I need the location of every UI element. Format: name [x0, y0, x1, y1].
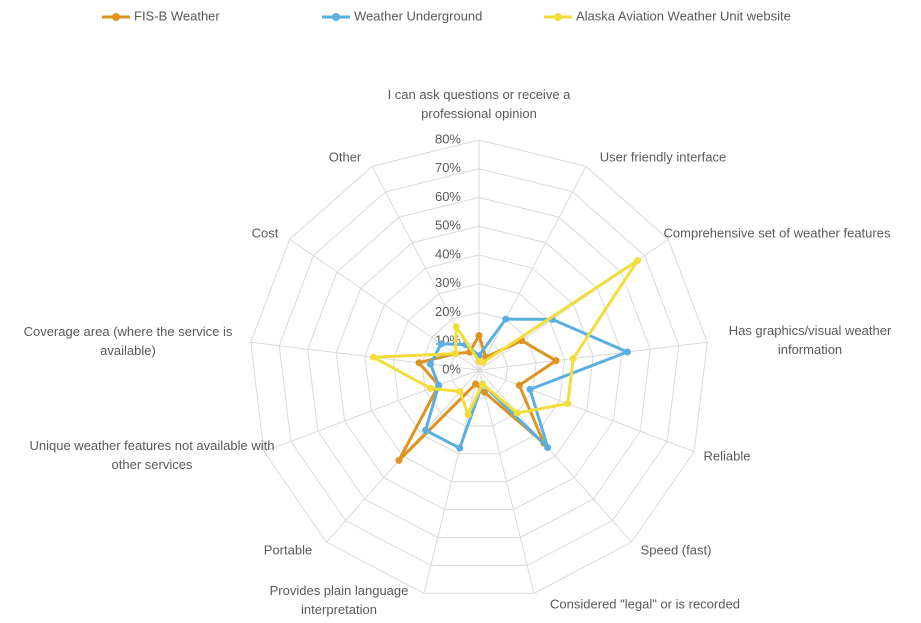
data-point	[464, 411, 472, 419]
data-point	[456, 444, 464, 452]
data-point	[481, 388, 489, 396]
category-label: Comprehensive set of weather features	[663, 225, 891, 241]
data-point	[427, 384, 435, 392]
data-point	[451, 350, 459, 358]
legend-label: Weather Underground	[354, 8, 482, 23]
category-label: Unique weather features not available wi…	[29, 438, 275, 472]
data-point	[456, 388, 464, 396]
data-point	[479, 358, 487, 366]
data-point	[544, 443, 552, 451]
data-point	[422, 426, 430, 434]
legend-label: Alaska Aviation Weather Unit website	[576, 8, 791, 23]
tick-label: 20%	[435, 304, 461, 319]
tick-label: 0%	[442, 361, 461, 376]
tick-label: 30%	[435, 275, 461, 290]
grid-ring	[278, 168, 680, 566]
spoke	[263, 369, 480, 453]
data-point	[475, 332, 483, 339]
category-label: Cost	[251, 225, 279, 241]
data-point	[634, 257, 642, 265]
grid-ring	[364, 254, 594, 483]
grid-ring	[250, 139, 708, 594]
series-line	[371, 259, 640, 417]
spoke	[478, 369, 632, 543]
category-label: Other	[328, 149, 362, 165]
category-label: Provides plain language interpretation	[269, 583, 409, 617]
grid-ring	[421, 311, 537, 427]
category-label: Speed (fast)	[640, 542, 712, 558]
data-point	[552, 357, 560, 365]
tick-label: 80%	[435, 131, 461, 146]
data-point	[452, 323, 460, 331]
spoke	[478, 341, 708, 371]
category-label: Reliable	[703, 448, 751, 464]
data-point	[564, 400, 572, 408]
data-point	[478, 380, 486, 388]
spoke	[478, 369, 695, 453]
legend-marker	[332, 13, 340, 21]
spoke	[478, 369, 535, 594]
data-point	[415, 359, 423, 367]
category-label: Portable	[263, 542, 313, 558]
data-point	[437, 340, 445, 348]
grid-ring	[335, 225, 623, 511]
data-point	[515, 381, 523, 389]
data-point	[569, 355, 577, 363]
spoke	[250, 341, 480, 371]
spoke	[478, 166, 587, 371]
data-point	[435, 381, 443, 389]
grid-ring	[307, 196, 651, 538]
data-point	[426, 360, 434, 368]
category-label: I can ask questions or receive a profess…	[387, 87, 571, 121]
legend-label: FIS-B Weather	[134, 8, 220, 23]
category-label: Coverage area (where the service is avai…	[23, 324, 233, 358]
legend-marker	[112, 13, 120, 21]
spoke	[423, 369, 480, 594]
data-point	[526, 385, 534, 393]
category-label: Considered "legal" or is recorded	[550, 596, 740, 612]
data-point	[502, 315, 510, 323]
tick-label: 50%	[435, 218, 461, 233]
data-point	[513, 409, 521, 417]
tick-label: 60%	[435, 189, 461, 204]
tick-label: 70%	[435, 160, 461, 175]
data-point	[472, 380, 480, 388]
data-point	[623, 348, 631, 356]
category-label: Has graphics/visual weather information	[728, 323, 892, 357]
grid-ring	[392, 283, 566, 455]
data-point	[369, 353, 377, 361]
legend-marker	[554, 13, 562, 21]
category-label: User friendly interface	[599, 149, 727, 165]
tick-label: 40%	[435, 246, 461, 261]
data-point	[395, 456, 403, 464]
spoke	[289, 238, 480, 371]
